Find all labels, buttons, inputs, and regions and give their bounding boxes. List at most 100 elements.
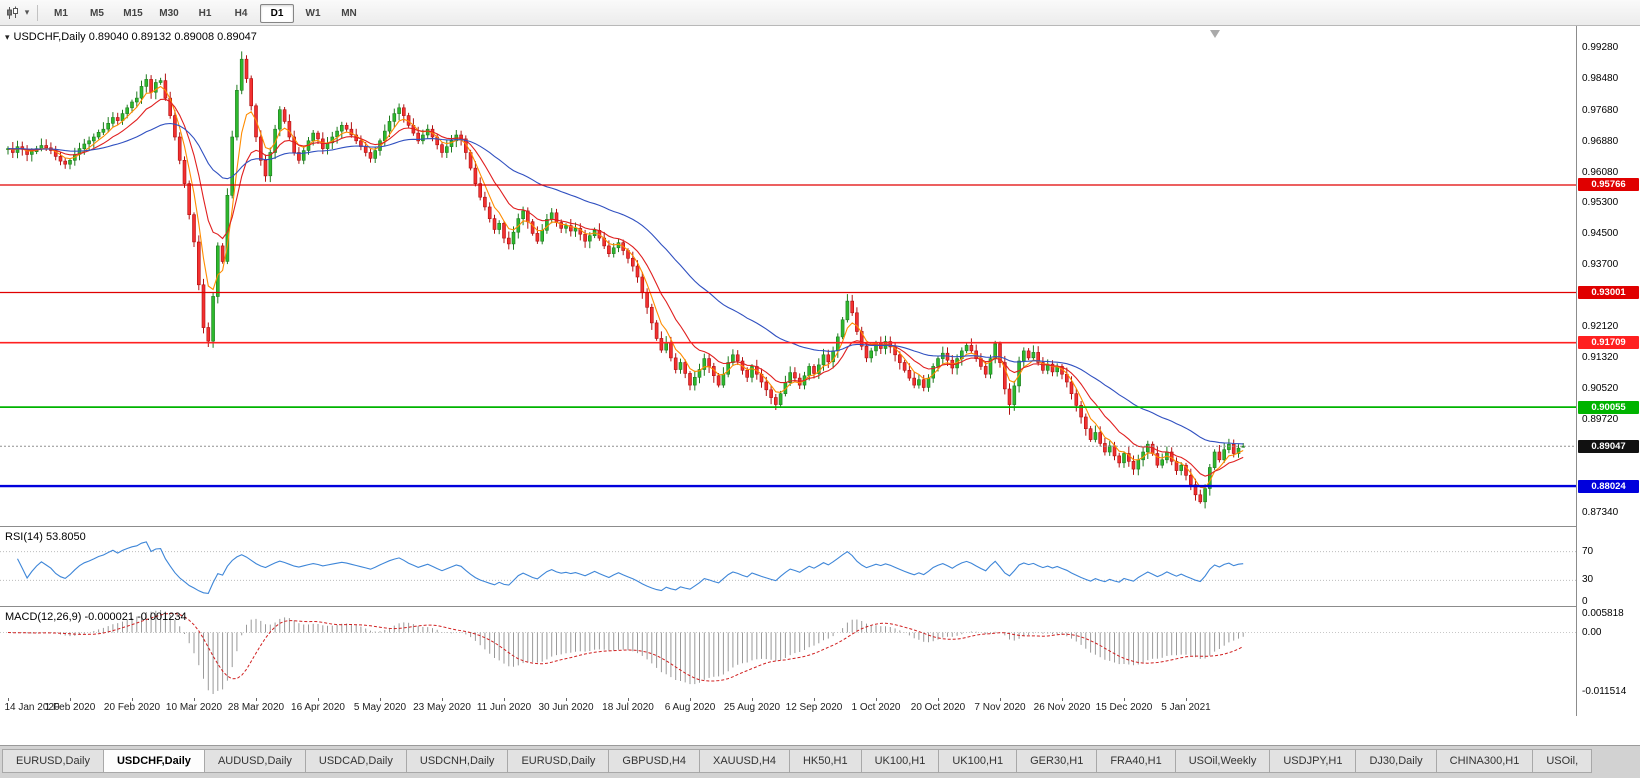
candle	[1127, 446, 1131, 467]
candle	[535, 226, 540, 244]
chart-tab[interactable]: GER30,H1	[1016, 749, 1098, 773]
candle	[440, 142, 444, 158]
time-axis-label: 16 Apr 2020	[291, 702, 345, 713]
rsi-value: 53.8050	[45, 531, 86, 543]
candle	[349, 122, 354, 138]
candle	[135, 91, 139, 108]
candle	[325, 137, 330, 155]
chart-tab[interactable]: DJ30,Daily	[1355, 749, 1437, 773]
timeframe-button-M15[interactable]: M15	[123, 7, 143, 19]
macd-signal-line	[7, 612, 1244, 682]
candle	[68, 158, 72, 170]
macd-axis-label: -0.011514	[1582, 686, 1627, 697]
chart-tab[interactable]: USDCNH,Daily	[405, 749, 509, 773]
candle	[1026, 348, 1031, 361]
time-axis-tick	[876, 698, 877, 701]
timeframe-button-H4[interactable]: H4	[234, 7, 248, 19]
chart-tab[interactable]: USDJPY,H1	[1269, 749, 1357, 773]
time-axis-label: 20 Oct 2020	[910, 702, 966, 713]
candle	[301, 145, 306, 165]
candle	[487, 202, 492, 223]
chart-symbol-header: ▾ USDCHF,Daily 0.89040 0.89132 0.89008 0.…	[5, 31, 257, 43]
candle	[1041, 357, 1045, 374]
fast-ma-line	[7, 85, 1244, 489]
chart-tab[interactable]: USOil,	[1532, 749, 1593, 773]
time-axis-tick	[814, 698, 815, 701]
timeframe-button-D1[interactable]: D1	[260, 3, 294, 23]
candle	[1174, 457, 1179, 475]
chart-tab[interactable]: UK100,H1	[860, 749, 940, 773]
candle	[168, 91, 172, 119]
candle	[721, 367, 726, 388]
candle	[220, 243, 225, 264]
time-axis-tick	[1124, 698, 1125, 701]
price-axis[interactable]: 0.99280 0.98480 0.97680 0.96880 0.96080 0.953…	[1576, 26, 1640, 716]
time-axis-tick	[566, 698, 567, 701]
candlestick-chart-icon[interactable]	[4, 4, 22, 22]
candle	[707, 354, 711, 373]
candle	[1212, 449, 1217, 470]
candle	[187, 180, 191, 220]
rsi-line	[17, 541, 1244, 594]
chart-tab[interactable]: UK100,H1	[938, 749, 1018, 773]
time-axis-tick	[442, 698, 443, 701]
chart-tab[interactable]: USOil,Weekly	[1174, 749, 1271, 773]
time-axis-label: 5 Jan 2021	[1161, 702, 1211, 713]
price-axis-label: 0.93700	[1582, 259, 1619, 270]
candle	[197, 235, 201, 291]
toolbar-separator	[37, 4, 38, 21]
timeframe-button-M5[interactable]: M5	[90, 7, 104, 19]
main-price-chart[interactable]	[0, 26, 1576, 526]
time-axis-tick	[628, 698, 629, 701]
timeframe-button-W1[interactable]: W1	[305, 7, 321, 19]
candle	[149, 75, 153, 99]
candle	[478, 177, 483, 201]
panel-divider[interactable]	[0, 606, 1640, 607]
time-axis-label: 1 Oct 2020	[851, 702, 901, 713]
panel-divider[interactable]	[0, 526, 1640, 527]
macd-indicator-panel[interactable]	[0, 606, 1576, 698]
chart-tab[interactable]: XAUUSD,H4	[698, 749, 790, 773]
timeframe-button-M30[interactable]: M30	[159, 7, 179, 19]
price-level-flag: 0.88024	[1578, 480, 1639, 493]
price-axis-label: 0.91320	[1582, 352, 1619, 363]
candle	[1012, 380, 1017, 411]
candle	[921, 375, 926, 392]
candle	[616, 238, 621, 253]
chart-tab[interactable]: CHINA300,H1	[1435, 749, 1534, 773]
chart-shift-marker[interactable]	[1210, 30, 1220, 38]
rsi-indicator-panel[interactable]	[0, 526, 1576, 606]
time-axis-label: 6 Aug 2020	[664, 702, 716, 713]
chart-tab[interactable]: EURUSD,Daily	[507, 749, 610, 773]
candle	[969, 338, 974, 354]
chart-tab[interactable]: GBPUSD,H4	[608, 749, 700, 773]
price-axis-label: 0.97680	[1582, 105, 1619, 116]
chart-type-dropdown-icon[interactable]: ▾	[24, 7, 30, 17]
candle	[316, 130, 320, 144]
candle	[258, 130, 263, 166]
time-axis[interactable]: 14 Jan 2020 1 Feb 2020 20 Feb 2020 10 Mar 2…	[0, 698, 1576, 716]
price-level-flag: 0.90055	[1578, 401, 1639, 414]
candle	[244, 55, 249, 83]
chart-tab[interactable]: EURUSD,Daily	[2, 749, 104, 773]
candle	[998, 341, 1002, 368]
candle	[1146, 440, 1150, 459]
chart-tab[interactable]: USDCAD,Daily	[304, 749, 407, 773]
time-axis-label: 11 Jun 2020	[476, 702, 532, 713]
timeframe-button-H1[interactable]: H1	[198, 7, 212, 19]
one-click-trading-toggle-icon[interactable]: ▾	[5, 32, 10, 42]
chart-tab[interactable]: USDCHF,Daily	[102, 749, 205, 773]
current-price-flag: 0.89047	[1578, 440, 1639, 453]
candle	[759, 368, 764, 388]
candle	[917, 374, 921, 389]
candle	[497, 220, 502, 235]
candle	[201, 278, 206, 334]
timeframe-button-M1[interactable]: M1	[54, 7, 68, 19]
candle	[1031, 345, 1036, 361]
chart-tab[interactable]: AUDUSD,Daily	[203, 749, 306, 773]
chart-tab[interactable]: FRA40,H1	[1096, 749, 1176, 773]
chart-tab[interactable]: HK50,H1	[788, 749, 862, 773]
timeframe-button-MN[interactable]: MN	[341, 7, 357, 19]
candle	[993, 340, 998, 364]
